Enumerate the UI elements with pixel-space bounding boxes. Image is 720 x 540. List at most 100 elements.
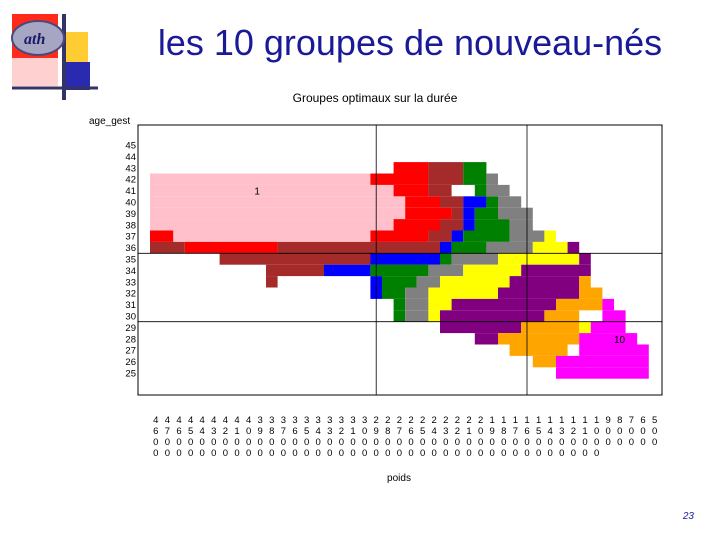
y-tick-label: 35 bbox=[125, 255, 136, 266]
group-8-cell-5 bbox=[451, 298, 556, 311]
group-6-cell-11 bbox=[405, 298, 429, 311]
group-5-cell-9 bbox=[370, 264, 429, 277]
group-3-cell-11 bbox=[266, 276, 278, 288]
group-9-cell-0 bbox=[579, 276, 591, 288]
group-3-cell-2 bbox=[428, 184, 452, 197]
group-10-cell-2 bbox=[590, 321, 626, 334]
group-8-cell-7 bbox=[440, 321, 522, 334]
group-6-cell-6 bbox=[486, 241, 533, 254]
group-10-cell-0 bbox=[602, 298, 614, 311]
group-9-cell-4 bbox=[521, 321, 580, 334]
group-6-cell-10 bbox=[405, 287, 429, 299]
chart-y-axis-label: age_gest bbox=[89, 116, 130, 127]
group-2-cell-3 bbox=[405, 196, 440, 208]
group-2-cell-4 bbox=[405, 207, 452, 220]
group-10-cell-6 bbox=[556, 367, 649, 379]
group-10-cell-4 bbox=[579, 344, 649, 356]
group-8-cell-0 bbox=[567, 241, 580, 254]
ath-logo: ath bbox=[11, 14, 98, 100]
logo-pink-square bbox=[12, 58, 58, 86]
group-3-cell-4 bbox=[451, 207, 464, 220]
y-tick-label: 31 bbox=[125, 300, 136, 311]
y-tick-label: 41 bbox=[125, 186, 136, 197]
y-tick-label: 43 bbox=[125, 163, 136, 174]
group-4-cell-2 bbox=[463, 219, 475, 231]
y-tick-label: 30 bbox=[125, 312, 136, 323]
group-label-10: 10 bbox=[614, 335, 626, 346]
group-3-cell-5 bbox=[440, 219, 464, 231]
group-3-cell-9 bbox=[219, 253, 440, 265]
y-tick-label: 25 bbox=[125, 369, 136, 380]
y-tick-label: 42 bbox=[125, 175, 136, 186]
group-3-cell-6 bbox=[428, 230, 452, 242]
y-tick-label: 45 bbox=[125, 141, 136, 152]
group-5-cell-13 bbox=[393, 310, 406, 322]
logo-ellipse bbox=[11, 20, 65, 56]
group-6-cell-3 bbox=[498, 207, 533, 220]
group-6-cell-7 bbox=[451, 253, 498, 265]
group-1-cell-2 bbox=[150, 196, 406, 208]
y-tick-label: 40 bbox=[125, 198, 136, 209]
y-tick-label: 28 bbox=[125, 334, 136, 345]
group-8-cell-2 bbox=[521, 264, 591, 277]
y-tick-label: 36 bbox=[125, 243, 136, 254]
group-5-cell-8 bbox=[440, 253, 452, 265]
group-2-cell-1 bbox=[370, 173, 429, 185]
group-10-cell-1 bbox=[602, 310, 626, 322]
plot-frame bbox=[137, 124, 663, 396]
group-8-cell-3 bbox=[509, 276, 580, 288]
chart-x-axis-label: poids bbox=[387, 473, 411, 484]
y-tick-label: 37 bbox=[125, 232, 136, 243]
group-8-cell-6 bbox=[440, 310, 545, 322]
group-7-cell-6 bbox=[428, 298, 452, 311]
group-9-cell-3 bbox=[544, 310, 580, 322]
group-4-cell-4 bbox=[440, 241, 452, 254]
group-2-cell-8 bbox=[184, 241, 278, 254]
group-3-cell-10 bbox=[266, 264, 324, 277]
group-4-cell-5 bbox=[370, 253, 440, 265]
y-tick-label: 38 bbox=[125, 220, 136, 231]
group-5-cell-11 bbox=[382, 287, 406, 299]
y-tick-label: 33 bbox=[125, 277, 136, 288]
y-tick-label: 29 bbox=[125, 323, 136, 334]
group-1-cell-5 bbox=[173, 230, 371, 242]
group-3-cell-3 bbox=[440, 196, 464, 208]
group-5-cell-6 bbox=[463, 230, 510, 242]
group-5-cell-1 bbox=[463, 173, 487, 185]
logo-yellow-square bbox=[64, 32, 88, 62]
chart-title: Groupes optimaux sur la durée bbox=[293, 91, 458, 105]
group-7-cell-2 bbox=[498, 253, 580, 265]
group-6-cell-8 bbox=[428, 264, 464, 277]
group-1-cell-1 bbox=[150, 184, 394, 197]
group-2-cell-6 bbox=[150, 230, 174, 242]
group-1-cell-3 bbox=[150, 207, 406, 220]
group-6-cell-9 bbox=[416, 276, 440, 288]
